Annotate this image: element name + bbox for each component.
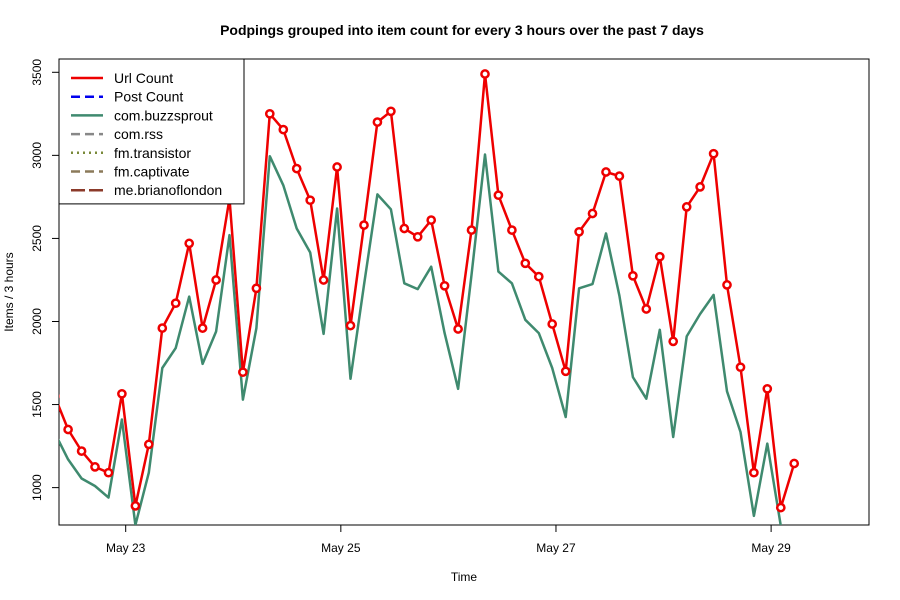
data-point: [601, 167, 611, 177]
data-point: [654, 251, 665, 262]
data-point: [399, 223, 410, 234]
legend-label: me.brianoflondon: [114, 182, 222, 198]
data-point: [76, 446, 87, 456]
x-tick-label: May 29: [751, 541, 791, 555]
data-point: [749, 467, 759, 478]
chart-title: Podpings grouped into item count for eve…: [220, 22, 704, 38]
data-point: [359, 220, 369, 230]
data-point: [117, 388, 127, 399]
data-point: [157, 323, 168, 333]
y-tick-label: 1500: [30, 391, 44, 418]
data-point: [412, 231, 423, 242]
data-point: [278, 124, 289, 135]
data-point: [345, 320, 356, 331]
data-point: [789, 458, 800, 469]
data-point: [681, 202, 692, 212]
y-tick-label: 1000: [30, 474, 44, 501]
data-point: [59, 393, 60, 399]
data-point: [560, 366, 571, 377]
data-point: [332, 162, 342, 172]
legend-label: Url Count: [114, 70, 173, 86]
data-point: [264, 108, 275, 119]
y-tick-label: 2000: [30, 308, 44, 335]
data-point: [184, 238, 195, 249]
data-point: [211, 275, 221, 285]
data-point: [722, 280, 732, 290]
data-point: [130, 501, 141, 511]
data-point: [735, 362, 746, 373]
legend-label: com.buzzsprout: [114, 107, 213, 123]
data-point: [291, 163, 302, 174]
data-point: [63, 424, 73, 435]
legend-box: [58, 58, 245, 205]
data-point: [439, 280, 450, 291]
data-point: [90, 462, 100, 472]
data-point: [695, 182, 705, 192]
data-point: [305, 195, 316, 206]
data-point: [318, 275, 329, 285]
data-point: [251, 283, 262, 294]
legend-label: com.rss: [114, 126, 163, 142]
data-point: [587, 208, 598, 219]
data-point: [708, 148, 719, 159]
series-line-url-count: [59, 72, 796, 509]
data-point: [493, 190, 504, 201]
y-axis: 1000 1500 2000 2500 3000 3500: [30, 59, 60, 501]
data-point: [533, 271, 544, 282]
data-point: [628, 270, 638, 281]
data-point: [762, 383, 773, 394]
data-point: [520, 258, 531, 269]
series-line-com-buzzsprout: [59, 153, 782, 525]
data-point: [614, 171, 625, 181]
data-point: [547, 319, 558, 329]
data-point: [507, 225, 517, 235]
y-tick-label: 3000: [30, 142, 44, 169]
data-point: [668, 336, 679, 347]
data-point: [238, 367, 248, 378]
data-point: [426, 215, 437, 225]
x-axis: May 23 May 25 May 27 May 29: [106, 524, 791, 555]
data-point: [170, 298, 181, 309]
y-axis-label: Items / 3 hours: [2, 252, 16, 331]
data-point: [775, 502, 786, 513]
x-tick-label: May 27: [536, 541, 576, 555]
legend: Url Count Post Count com.buzzsprout com.rss…: [58, 58, 245, 205]
data-point: [143, 439, 154, 450]
legend-label: fm.captivate: [114, 164, 190, 180]
data-point: [641, 304, 652, 314]
data-point: [466, 225, 477, 235]
legend-label: fm.transistor: [114, 145, 191, 161]
data-point: [480, 69, 490, 79]
data-point: [197, 323, 208, 333]
data-point: [103, 467, 114, 478]
x-axis-label: Time: [451, 570, 478, 584]
legend-label: Post Count: [114, 89, 183, 105]
x-tick-label: May 23: [106, 541, 146, 555]
data-point: [453, 324, 463, 334]
y-tick-label: 2500: [30, 225, 44, 252]
data-point: [574, 226, 584, 237]
data-point: [386, 106, 396, 117]
x-tick-label: May 25: [321, 541, 361, 555]
data-point: [372, 117, 383, 127]
y-tick-label: 3500: [30, 59, 44, 86]
series-layer: [59, 69, 800, 525]
